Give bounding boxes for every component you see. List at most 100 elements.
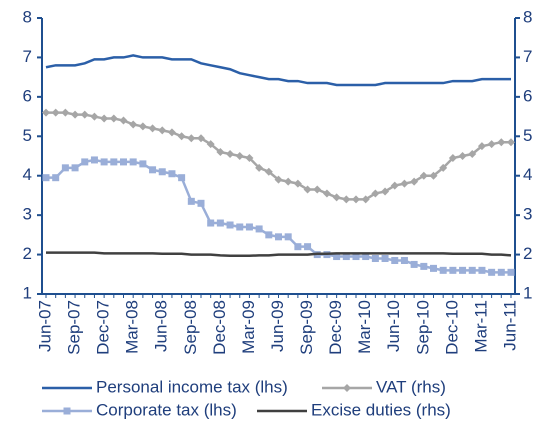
point: [235, 152, 244, 160]
point: [429, 171, 438, 180]
point: [197, 199, 205, 207]
point: [371, 189, 380, 198]
point: [207, 219, 215, 227]
point: [342, 195, 351, 204]
point: [507, 268, 515, 276]
point: [265, 231, 273, 239]
legend-label: VAT (rhs): [376, 377, 446, 396]
point: [449, 266, 457, 274]
point: [129, 158, 137, 166]
point: [332, 193, 341, 202]
point: [420, 262, 428, 270]
point: [129, 120, 138, 129]
legend-label: Excise duties (rhs): [311, 400, 451, 419]
x-tick-label: Dec-08: [210, 300, 229, 355]
point: [487, 140, 496, 149]
point: [61, 164, 69, 172]
y2-tick-label: 5: [523, 126, 532, 145]
point: [42, 174, 50, 182]
point: [167, 128, 176, 137]
point: [284, 177, 293, 186]
legend-label: Corporate tax (lhs): [96, 400, 237, 419]
point: [120, 158, 127, 166]
legend-label: Personal income tax (lhs): [96, 377, 288, 396]
point: [497, 268, 505, 276]
point: [333, 253, 341, 261]
point: [138, 122, 147, 131]
point: [255, 225, 263, 233]
legend-marker: [343, 384, 351, 392]
point: [390, 181, 399, 190]
x-tick-label: Jun-07: [35, 300, 54, 352]
point: [148, 124, 157, 133]
point: [255, 163, 264, 172]
point: [342, 253, 350, 261]
x-tick-label: Mar-10: [355, 300, 374, 354]
y2-tick-label: 6: [523, 86, 532, 105]
y-tick-label: 4: [23, 165, 32, 184]
point: [400, 256, 408, 264]
point: [313, 185, 322, 194]
x-tick-label: Dec-10: [442, 300, 461, 355]
legend-marker: [63, 407, 71, 415]
point: [294, 243, 302, 251]
point: [197, 134, 205, 143]
point: [303, 185, 312, 194]
point: [468, 266, 476, 274]
x-tick-label: Mar-09: [239, 300, 258, 354]
x-tick-label: Mar-11: [471, 300, 490, 353]
point: [109, 114, 118, 123]
point: [400, 179, 409, 188]
point: [274, 175, 283, 184]
point: [410, 177, 419, 186]
point: [322, 189, 331, 198]
point: [293, 179, 302, 188]
point: [177, 132, 186, 141]
point: [352, 195, 360, 204]
y2-tick-label: 2: [523, 244, 532, 263]
point: [497, 138, 506, 147]
point: [110, 158, 118, 166]
point: [439, 266, 447, 274]
point: [187, 197, 195, 205]
x-tick-label: Jun-09: [268, 300, 287, 352]
point: [90, 112, 99, 121]
y2-tick-label: 7: [523, 47, 532, 66]
point: [391, 256, 399, 264]
point: [81, 158, 89, 166]
point: [206, 140, 215, 149]
x-tick-label: Mar-08: [123, 300, 142, 354]
point: [477, 142, 486, 151]
point: [439, 163, 448, 172]
point: [100, 114, 109, 123]
point: [352, 253, 360, 261]
point: [178, 174, 186, 182]
point: [381, 255, 389, 263]
point: [90, 156, 98, 164]
point: [226, 150, 235, 159]
point: [42, 108, 50, 117]
point: [478, 266, 486, 274]
series-line: [46, 251, 512, 258]
point: [304, 243, 312, 251]
series-line: [45, 54, 511, 87]
y-tick-label: 1: [23, 283, 32, 302]
point: [236, 223, 244, 231]
point: [149, 166, 157, 174]
point: [362, 253, 370, 261]
point: [507, 138, 515, 147]
y-tick-label: 8: [23, 7, 32, 26]
point: [100, 158, 108, 166]
x-tick-label: Jun-08: [152, 300, 171, 352]
y-tick-label: 3: [23, 205, 32, 224]
point: [361, 195, 370, 204]
point: [139, 160, 147, 168]
point: [468, 150, 477, 159]
x-tick-label: Jun-10: [384, 300, 403, 352]
x-tick-label: Jun-11: [500, 300, 519, 351]
point: [381, 187, 390, 196]
y2-tick-label: 4: [523, 165, 532, 184]
point: [448, 153, 457, 162]
point: [419, 171, 428, 180]
